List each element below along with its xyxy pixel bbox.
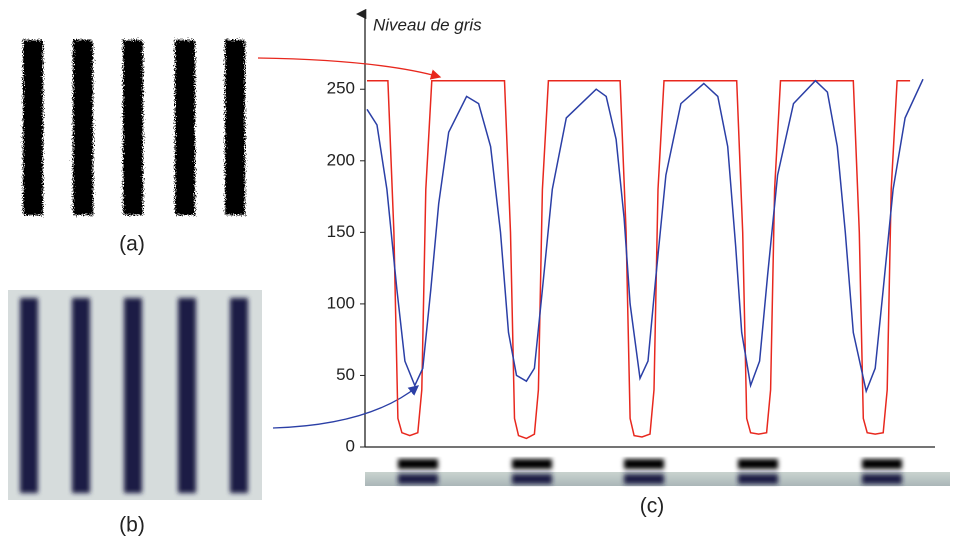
panel-label: (a)	[119, 233, 145, 256]
y-tick-label: 200	[327, 150, 355, 169]
panel-label: (c)	[640, 495, 665, 518]
panel-label: (b)	[119, 514, 145, 537]
printed-bars	[23, 40, 245, 215]
photo-bars	[20, 298, 248, 493]
strip-blobs	[398, 459, 902, 484]
data-line	[366, 78, 924, 394]
y-tick-label: 0	[346, 436, 355, 455]
data-line	[367, 79, 911, 440]
y-tick-label: 250	[327, 79, 355, 98]
y-tick-label: 150	[327, 222, 355, 241]
arrow-b	[272, 385, 420, 429]
arrow-a	[257, 57, 442, 80]
y-tick-label: 100	[327, 293, 355, 312]
y-axis-label: Niveau de gris	[373, 15, 482, 34]
y-tick-label: 50	[336, 365, 355, 384]
